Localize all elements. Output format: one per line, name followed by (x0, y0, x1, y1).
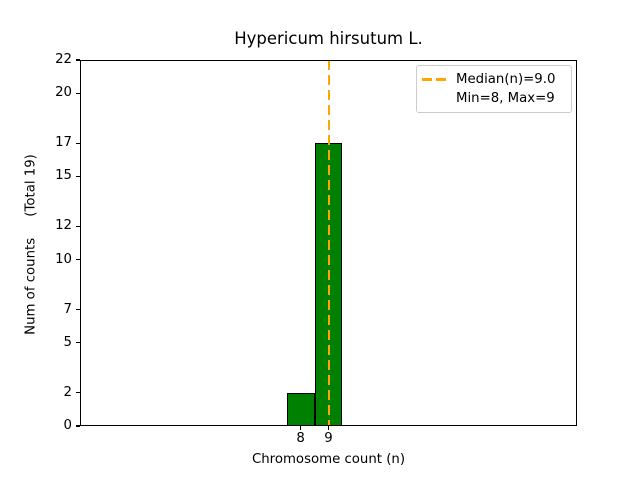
y-tick-15 (76, 175, 80, 178)
x-tick-label-9: 9 (324, 431, 333, 446)
legend-label-minmax: Min=8, Max=9 (456, 91, 555, 106)
legend-label-median: Median(n)=9.0 (456, 72, 556, 87)
legend-entry-minmax: Min=8, Max=9 (422, 89, 564, 108)
y-tick-0 (76, 425, 80, 427)
y-axis-label: Num of counts (Total 19) (23, 154, 39, 335)
legend-sample-spacer (422, 97, 447, 100)
y-tick-label-22: 22 (55, 52, 72, 67)
y-tick-label-20: 20 (55, 85, 72, 101)
y-tick-7 (76, 308, 80, 311)
chart-title: Hypericum hirsutum L. (234, 29, 423, 48)
y-tick-label-7: 7 (63, 301, 72, 317)
y-tick-label-15: 15 (55, 168, 72, 184)
legend: Median(n)=9.0 Min=8, Max=9 (416, 65, 572, 113)
y-tick-22 (76, 59, 80, 61)
histogram-bar-8 (286, 392, 315, 426)
x-tick-label-8: 8 (296, 431, 305, 446)
y-tick-5 (76, 342, 80, 344)
y-tick-12 (76, 225, 80, 227)
y-tick-20 (76, 92, 80, 94)
y-tick-label-0: 0 (63, 418, 72, 433)
y-tick-label-2: 2 (63, 384, 72, 400)
x-tick-8 (299, 426, 302, 430)
y-tick-10 (76, 259, 80, 261)
legend-entry-median: Median(n)=9.0 (422, 70, 564, 89)
y-tick-label-10: 10 (55, 251, 72, 267)
y-tick-label-17: 17 (55, 135, 72, 151)
y-tick-label-5: 5 (63, 334, 72, 350)
median-line (327, 60, 330, 426)
dashed-line-icon (422, 78, 447, 81)
y-tick-2 (76, 392, 80, 394)
x-tick-9 (327, 426, 330, 430)
x-axis-label: Chromosome count (n) (251, 452, 406, 467)
y-tick-label-12: 12 (55, 218, 72, 234)
y-tick-17 (76, 142, 80, 144)
